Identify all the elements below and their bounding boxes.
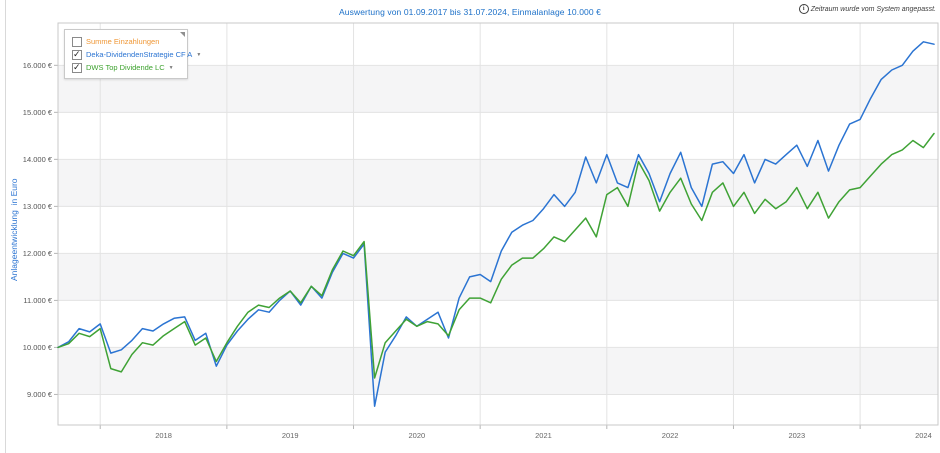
chevron-down-icon[interactable]: ▼	[196, 51, 202, 58]
checkbox-deka-dividendenstrategie[interactable]	[72, 49, 82, 60]
y-tick-label: 14.000 €	[23, 155, 53, 164]
legend-resize-grip-icon[interactable]	[180, 32, 185, 37]
y-tick-label: 12.000 €	[23, 249, 53, 258]
x-tick-label: 2022	[662, 431, 679, 440]
x-tick-label: 2021	[535, 431, 552, 440]
series-line-deka-dividendenstrategie-cf-a[interactable]	[57, 41, 935, 407]
plot-band	[58, 159, 938, 207]
x-tick-label: 2019	[282, 431, 299, 440]
series-line-dws-top-dividende-lc[interactable]	[57, 132, 935, 379]
y-tick-label: 11.000 €	[23, 296, 52, 305]
system-notice: i Zeitraum wurde vom System angepasst.	[798, 4, 936, 14]
checkbox-summe-einzahlungen[interactable]	[72, 36, 82, 47]
legend-item-deka-dividendenstrategie[interactable]: Deka-DividendenStrategie CF A ▼	[72, 48, 201, 61]
chart-title: Auswertung von 01.09.2017 bis 31.07.2024…	[339, 7, 601, 17]
legend-label[interactable]: Summe Einzahlungen	[86, 37, 160, 46]
panel-left-border	[5, 0, 6, 453]
legend-box: Summe Einzahlungen ▼ Deka-DividendenStra…	[64, 29, 201, 79]
plot-band	[58, 347, 938, 395]
x-tick-label: 2024	[915, 431, 932, 440]
x-tick-label: 2018	[155, 431, 172, 440]
legend-item-dws-top-dividende[interactable]: DWS Top Dividende LC ▼	[72, 61, 183, 74]
y-tick-label: 16.000 €	[23, 61, 53, 70]
system-notice-text: Zeitraum wurde vom System angepasst.	[810, 5, 936, 13]
checkbox-dws-top-dividende[interactable]	[72, 62, 82, 73]
info-icon: i	[798, 4, 809, 14]
x-tick-label: 2020	[408, 431, 425, 440]
y-tick-label: 13.000 €	[23, 202, 53, 211]
y-tick-label: 9.000 €	[27, 390, 53, 399]
legend-item-summe-einzahlungen[interactable]: Summe Einzahlungen ▼	[72, 35, 183, 48]
plot-band	[58, 65, 938, 113]
y-tick-label: 15.000 €	[23, 108, 53, 117]
legend-label[interactable]: Deka-DividendenStrategie CF A	[86, 50, 193, 59]
x-tick-label: 2023	[788, 431, 805, 440]
legend-label[interactable]: DWS Top Dividende LC	[86, 63, 165, 72]
y-tick-label: 10.000 €	[23, 343, 53, 352]
plot-border	[57, 22, 939, 426]
chevron-down-icon[interactable]: ▼	[168, 64, 174, 71]
